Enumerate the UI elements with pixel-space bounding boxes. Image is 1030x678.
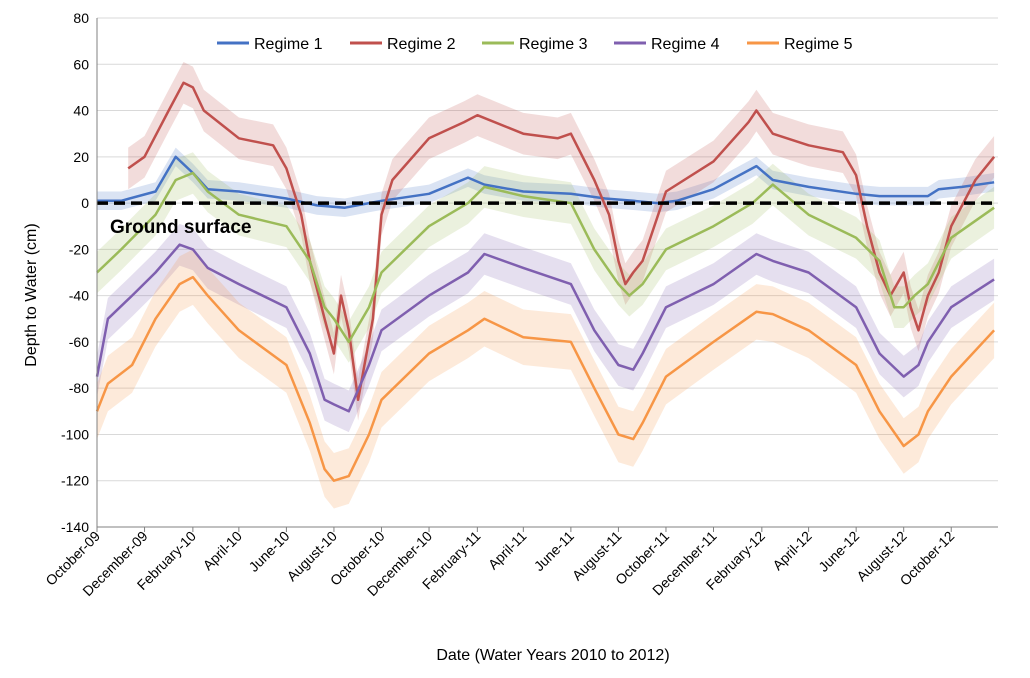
y-tick-label: -140 bbox=[61, 519, 89, 535]
legend: Regime 1 Regime 2 Regime 3 Regime 4 Regime 5 bbox=[217, 36, 853, 53]
y-tick-label: 80 bbox=[73, 10, 89, 26]
legend-label: Regime 3 bbox=[519, 36, 588, 53]
legend-label: Regime 2 bbox=[387, 36, 456, 53]
y-tick-label: 20 bbox=[73, 149, 89, 165]
y-tick-label: -80 bbox=[69, 380, 89, 396]
x-tick-label: April-10 bbox=[200, 528, 246, 574]
ground-surface-layer: Ground surface bbox=[97, 201, 998, 238]
ground-surface-label: Ground surface bbox=[110, 217, 251, 238]
x-tick-label: June-11 bbox=[531, 528, 578, 575]
band-regime-1 bbox=[97, 147, 995, 217]
y-axis-title: Depth to Water (cm) bbox=[23, 223, 40, 366]
line-regime-1 bbox=[97, 155, 995, 209]
legend-label: Regime 4 bbox=[651, 36, 720, 53]
y-tick-label: 60 bbox=[73, 56, 89, 72]
y-tick-label: -20 bbox=[69, 241, 89, 257]
legend-label: Regime 1 bbox=[254, 36, 323, 53]
band-regime-4 bbox=[97, 223, 995, 433]
uncertainty-bands bbox=[97, 62, 995, 509]
x-axis-title: Date (Water Years 2010 to 2012) bbox=[436, 647, 669, 664]
y-tick-label: 40 bbox=[73, 103, 89, 119]
y-tick-label: -100 bbox=[61, 426, 89, 442]
x-tick-label: April-11 bbox=[485, 528, 530, 573]
line-regime-3 bbox=[96, 171, 995, 344]
x-tick-label: April-12 bbox=[769, 528, 815, 574]
x-tick-label: June-12 bbox=[815, 528, 862, 575]
band-regime-2 bbox=[128, 62, 995, 421]
y-tick-label: -120 bbox=[61, 473, 89, 489]
y-tick-label: 0 bbox=[81, 195, 89, 211]
y-tick-label: -40 bbox=[69, 288, 89, 304]
line-regime-5 bbox=[95, 275, 996, 482]
series-lines bbox=[95, 81, 996, 482]
legend-label: Regime 5 bbox=[784, 36, 853, 53]
line-regime-4 bbox=[95, 243, 995, 413]
x-tick-label: June-10 bbox=[245, 528, 292, 575]
y-tick-label: -60 bbox=[69, 334, 89, 350]
